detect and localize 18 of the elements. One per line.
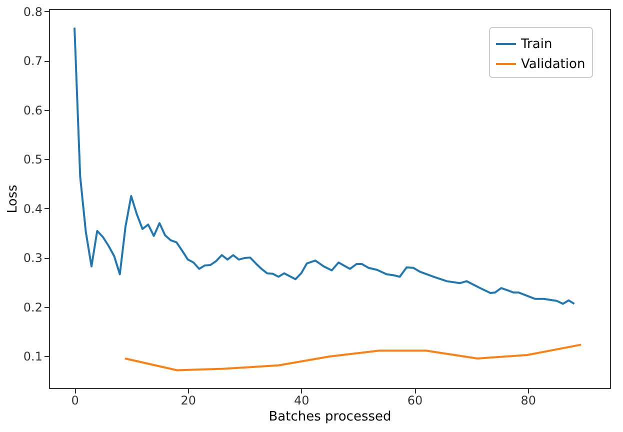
- y-tick-label: 0.5: [23, 152, 42, 167]
- x-tick-label: 20: [180, 394, 196, 408]
- y-tick-label: 0.1: [23, 350, 42, 364]
- y-tick-label: 0.6: [23, 103, 42, 118]
- legend-label: Train: [520, 37, 552, 52]
- y-tick-label: 0.4: [23, 202, 42, 216]
- y-tick-label: 0.2: [23, 300, 42, 314]
- x-tick-label: 40: [294, 394, 310, 408]
- x-tick-label: 0: [71, 394, 79, 408]
- y-tick-label: 0.8: [23, 4, 42, 19]
- y-tick-label: 0.7: [23, 54, 42, 68]
- x-tick-label: 80: [520, 394, 536, 408]
- y-axis-title: Loss: [5, 184, 20, 214]
- legend-label: Validation: [521, 57, 586, 72]
- x-axis-title: Batches processed: [268, 410, 392, 424]
- line-series: [124, 344, 582, 372]
- x-tick-label: 60: [407, 394, 423, 408]
- y-tick-label: 0.3: [23, 251, 42, 266]
